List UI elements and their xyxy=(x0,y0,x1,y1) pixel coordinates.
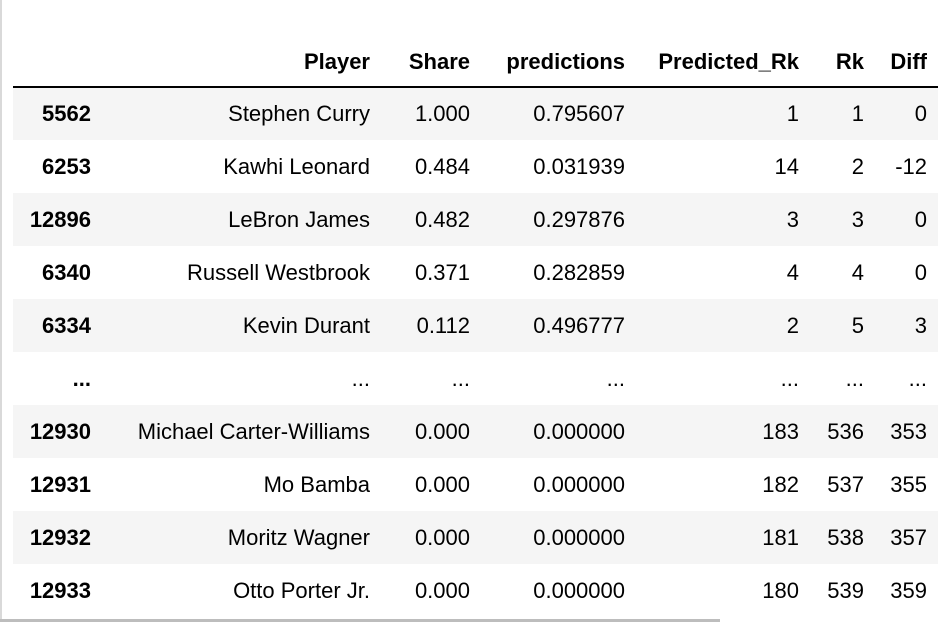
cell-player: LeBron James xyxy=(228,206,370,232)
column-header-player: Player xyxy=(103,38,381,88)
column-header-predicted-rk: Predicted_Rk xyxy=(636,38,810,88)
cell-predicted-rk: 183 xyxy=(762,418,799,444)
cell-player: Kawhi Leonard xyxy=(223,153,370,179)
table-row: 12896 LeBron James 0.482 0.297876 3 3 0 xyxy=(13,193,938,246)
table-row: 12930 Michael Carter-Williams 0.000 0.00000… xyxy=(13,405,938,458)
cell-predictions: 0.795607 xyxy=(533,101,625,126)
table-header-row: Player Share predictions Predicted_Rk Rk… xyxy=(13,38,938,88)
horizontal-scrollbar[interactable] xyxy=(0,619,720,622)
cell-predicted-rk: 180 xyxy=(762,577,799,603)
index-header xyxy=(13,38,103,88)
cell-predicted-rk: 3 xyxy=(786,206,799,232)
cell-rk: 537 xyxy=(827,471,864,497)
cell-predicted-rk: 2 xyxy=(786,312,799,338)
table-row: 6334 Kevin Durant 0.112 0.496777 2 5 3 xyxy=(13,299,938,352)
cell-player: Russell Westbrook xyxy=(187,259,370,285)
row-index: 6340 xyxy=(42,259,91,285)
cell-diff: 357 xyxy=(890,524,927,550)
cell-share: 0.000 xyxy=(414,577,470,603)
cell-predicted-rk: 14 xyxy=(774,153,799,179)
cell-share: 0.371 xyxy=(414,259,470,285)
cell-diff: 0 xyxy=(914,259,927,285)
row-index: ... xyxy=(72,365,91,391)
cell-diff: 353 xyxy=(890,418,927,444)
row-index: 12933 xyxy=(29,577,91,603)
cell-share: ... xyxy=(451,365,470,391)
cell-share: 0.000 xyxy=(414,471,470,497)
cell-predicted-rk: 182 xyxy=(762,471,799,497)
cell-rk: 2 xyxy=(851,153,864,179)
cell-share: 0.000 xyxy=(414,524,470,550)
cell-predictions: 0.282859 xyxy=(533,259,625,285)
cell-rk: 538 xyxy=(827,524,864,550)
cell-predicted-rk: 181 xyxy=(762,524,799,550)
table-row: 12933 Otto Porter Jr. 0.000 0.000000 180 539 3… xyxy=(13,564,938,617)
cell-player: Otto Porter Jr. xyxy=(233,577,370,603)
cell-player: Moritz Wagner xyxy=(227,524,370,550)
cell-rk: ... xyxy=(845,365,864,391)
cell-predictions: 0.297876 xyxy=(533,206,625,232)
cell-rk: 539 xyxy=(827,577,864,603)
table-row: 6253 Kawhi Leonard 0.484 0.031939 14 2 -12 xyxy=(13,140,938,193)
cell-diff: 355 xyxy=(890,471,927,497)
cell-share: 0.112 xyxy=(416,312,470,338)
row-index: 6253 xyxy=(42,153,91,179)
cell-diff: 0 xyxy=(914,206,927,232)
row-index: 6334 xyxy=(42,312,91,338)
dataframe-table: Player Share predictions Predicted_Rk Rk… xyxy=(13,38,938,617)
table-row: 12932 Moritz Wagner 0.000 0.000000 181 538 357 xyxy=(13,511,938,564)
cell-diff: ... xyxy=(908,365,927,391)
table-row: ..................... xyxy=(13,352,938,405)
row-index: 12931 xyxy=(29,471,91,497)
cell-rk: 1 xyxy=(851,101,864,126)
cell-predicted-rk: ... xyxy=(780,365,799,391)
table-row: 5562 Stephen Curry 1.000 0.795607 1 1 0 xyxy=(13,87,938,140)
cell-predictions: 0.000000 xyxy=(533,577,625,603)
column-header-diff: Diff xyxy=(875,38,938,88)
row-index: 12896 xyxy=(29,206,91,232)
cell-share: 1.000 xyxy=(414,101,470,126)
cell-diff: 0 xyxy=(914,101,927,126)
cell-player: Mo Bamba xyxy=(263,471,370,497)
row-index: 12930 xyxy=(29,418,91,444)
column-header-predictions: predictions xyxy=(481,38,636,88)
cell-rk: 4 xyxy=(851,259,864,285)
cell-share: 0.484 xyxy=(414,153,470,179)
row-index: 12932 xyxy=(29,524,91,550)
cell-player: Stephen Curry xyxy=(228,101,370,126)
cell-predictions: 0.496777 xyxy=(533,312,625,338)
table-row: 6340 Russell Westbrook 0.371 0.282859 4 4 0 xyxy=(13,246,938,299)
cell-diff: -12 xyxy=(895,153,927,179)
cell-predictions: 0.000000 xyxy=(533,524,625,550)
cell-diff: 359 xyxy=(890,577,927,603)
cell-predictions: 0.000000 xyxy=(533,418,625,444)
cell-predicted-rk: 4 xyxy=(786,259,799,285)
cell-share: 0.000 xyxy=(414,418,470,444)
column-header-share: Share xyxy=(381,38,481,88)
cell-predictions: ... xyxy=(606,365,625,391)
column-header-rk: Rk xyxy=(810,38,875,88)
output-cell-left-border xyxy=(0,0,2,622)
cell-player: Kevin Durant xyxy=(242,312,370,338)
row-index: 5562 xyxy=(42,101,91,126)
cell-share: 0.482 xyxy=(414,206,470,232)
cell-rk: 5 xyxy=(851,312,864,338)
table-row: 12931 Mo Bamba 0.000 0.000000 182 537 355 xyxy=(13,458,938,511)
cell-rk: 536 xyxy=(827,418,864,444)
cell-player: Michael Carter-Williams xyxy=(137,418,370,444)
cell-diff: 3 xyxy=(914,312,927,338)
cell-player: ... xyxy=(351,365,370,391)
cell-predictions: 0.000000 xyxy=(533,471,625,497)
cell-predicted-rk: 1 xyxy=(786,101,799,126)
cell-rk: 3 xyxy=(851,206,864,232)
cell-predictions: 0.031939 xyxy=(533,153,625,179)
